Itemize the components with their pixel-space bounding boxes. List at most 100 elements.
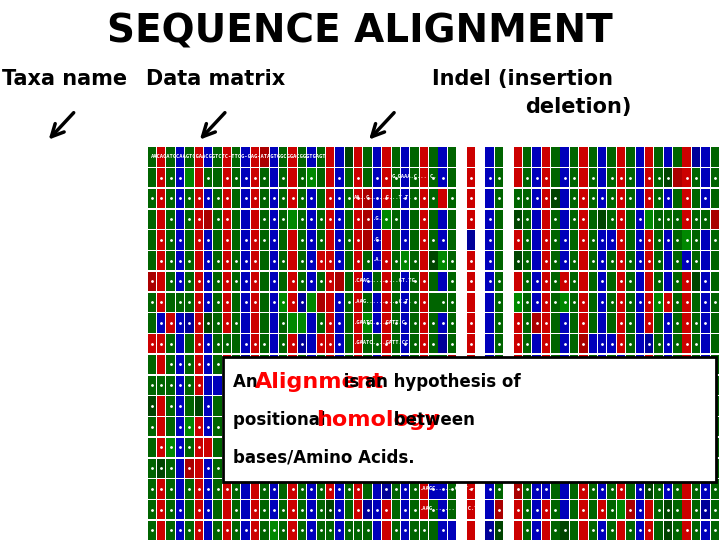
Bar (598, 168, 606, 187)
Bar (673, 521, 682, 540)
Text: Syncys6803: Syncys6803 (91, 380, 144, 389)
Bar (701, 521, 710, 540)
Bar (560, 438, 569, 457)
Bar (157, 355, 166, 374)
Bar (692, 168, 701, 187)
Bar (701, 376, 710, 395)
Bar (608, 189, 616, 208)
Bar (354, 231, 362, 249)
Bar (504, 458, 513, 478)
Bar (279, 521, 287, 540)
Bar (608, 210, 616, 229)
Bar (204, 189, 212, 208)
Bar (269, 480, 278, 498)
Bar (485, 438, 494, 457)
Bar (194, 500, 203, 519)
Bar (148, 189, 156, 208)
Bar (288, 376, 297, 395)
Bar (608, 355, 616, 374)
Bar (345, 521, 353, 540)
Bar (532, 147, 541, 166)
Bar (176, 293, 184, 312)
Bar (485, 272, 494, 291)
Bar (504, 272, 513, 291)
Bar (204, 231, 212, 249)
Bar (560, 272, 569, 291)
Bar (157, 189, 166, 208)
Bar (513, 480, 522, 498)
Bar (326, 438, 334, 457)
Bar (326, 231, 334, 249)
Bar (570, 313, 578, 333)
Bar (382, 313, 391, 333)
Text: Syncoc7003: Syncoc7003 (91, 442, 144, 451)
Bar (438, 438, 447, 457)
Bar (485, 334, 494, 353)
Text: Spirul6313: Spirul6313 (91, 525, 144, 534)
Bar (317, 293, 325, 312)
Bar (626, 334, 634, 353)
Bar (298, 293, 306, 312)
Bar (495, 231, 503, 249)
Bar (354, 458, 362, 478)
Bar (683, 438, 691, 457)
Bar (580, 147, 588, 166)
Bar (279, 438, 287, 457)
Bar (438, 480, 447, 498)
Bar (317, 189, 325, 208)
Bar (194, 147, 203, 166)
Bar (683, 396, 691, 415)
Bar (157, 521, 166, 540)
Bar (232, 521, 240, 540)
Text: .AAG..........C.T.: .AAG..........C.T. (354, 299, 413, 304)
Bar (157, 480, 166, 498)
Text: Micole7420: Micole7420 (91, 276, 144, 285)
Bar (336, 231, 343, 249)
Bar (560, 168, 569, 187)
Bar (364, 334, 372, 353)
Bar (345, 189, 353, 208)
Bar (354, 417, 362, 436)
Bar (382, 251, 391, 271)
Bar (279, 417, 287, 436)
Bar (541, 417, 550, 436)
Bar (448, 210, 456, 229)
Bar (420, 521, 428, 540)
Bar (204, 272, 212, 291)
Bar (457, 147, 466, 166)
Bar (560, 480, 569, 498)
Bar (326, 272, 334, 291)
Bar (448, 480, 456, 498)
Bar (617, 334, 625, 353)
Bar (560, 313, 569, 333)
Bar (429, 480, 438, 498)
Bar (354, 521, 362, 540)
Bar (636, 500, 644, 519)
Bar (336, 293, 343, 312)
Bar (307, 480, 315, 498)
Bar (541, 168, 550, 187)
Bar (495, 355, 503, 374)
Text: G.GAAA.C....C.: G.GAAA.C....C. (392, 174, 437, 179)
Bar (467, 251, 475, 271)
Bar (241, 293, 250, 312)
Bar (485, 293, 494, 312)
Bar (326, 458, 334, 478)
Bar (260, 396, 269, 415)
Bar (222, 147, 231, 166)
Bar (532, 417, 541, 436)
Text: .G.: .G. (373, 237, 382, 242)
Bar (232, 231, 240, 249)
Bar (654, 417, 662, 436)
Bar (269, 231, 278, 249)
Bar (420, 168, 428, 187)
Bar (560, 500, 569, 519)
Bar (392, 334, 400, 353)
Bar (551, 500, 559, 519)
Bar (541, 313, 550, 333)
Bar (222, 251, 231, 271)
Bar (711, 189, 719, 208)
Bar (222, 210, 231, 229)
Bar (513, 334, 522, 353)
Bar (673, 293, 682, 312)
